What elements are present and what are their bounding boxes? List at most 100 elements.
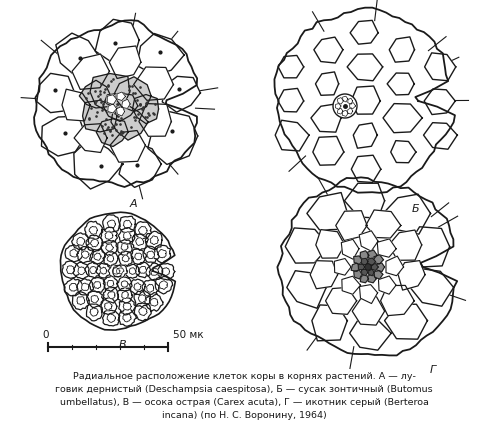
Polygon shape	[287, 271, 326, 309]
Polygon shape	[118, 309, 137, 326]
Polygon shape	[354, 270, 362, 279]
Polygon shape	[118, 251, 133, 266]
Polygon shape	[146, 263, 163, 280]
Polygon shape	[106, 244, 113, 252]
Polygon shape	[117, 93, 125, 101]
Polygon shape	[410, 269, 454, 306]
Polygon shape	[103, 215, 121, 233]
Polygon shape	[148, 112, 198, 165]
Polygon shape	[139, 227, 147, 235]
Polygon shape	[121, 244, 128, 251]
Polygon shape	[311, 105, 341, 133]
Polygon shape	[74, 139, 123, 190]
Polygon shape	[383, 104, 422, 133]
Polygon shape	[381, 286, 414, 316]
Polygon shape	[72, 292, 89, 310]
Polygon shape	[102, 241, 118, 256]
Polygon shape	[359, 231, 378, 252]
Polygon shape	[129, 279, 145, 295]
Polygon shape	[135, 253, 142, 260]
Polygon shape	[337, 109, 343, 115]
Polygon shape	[117, 107, 124, 117]
Polygon shape	[407, 227, 449, 267]
Polygon shape	[147, 251, 155, 259]
Polygon shape	[341, 240, 359, 260]
Polygon shape	[274, 9, 455, 194]
Polygon shape	[351, 156, 381, 183]
Polygon shape	[360, 251, 369, 261]
Polygon shape	[367, 250, 377, 260]
Polygon shape	[424, 123, 457, 150]
Polygon shape	[277, 178, 457, 355]
Polygon shape	[162, 268, 169, 276]
Polygon shape	[368, 270, 374, 276]
Polygon shape	[337, 99, 344, 105]
Polygon shape	[72, 233, 89, 250]
Polygon shape	[377, 240, 396, 258]
Polygon shape	[100, 267, 107, 274]
Polygon shape	[65, 245, 82, 262]
Polygon shape	[86, 291, 103, 308]
Polygon shape	[379, 276, 396, 295]
Polygon shape	[275, 121, 309, 151]
Polygon shape	[72, 55, 109, 90]
Polygon shape	[314, 38, 343, 64]
Polygon shape	[389, 230, 422, 261]
Polygon shape	[315, 73, 339, 96]
Polygon shape	[160, 281, 167, 289]
Polygon shape	[107, 95, 117, 105]
Polygon shape	[391, 141, 416, 163]
Polygon shape	[103, 288, 119, 303]
Polygon shape	[132, 234, 148, 251]
Polygon shape	[144, 293, 163, 312]
Polygon shape	[118, 228, 135, 244]
Polygon shape	[360, 285, 378, 304]
Polygon shape	[278, 89, 304, 113]
Polygon shape	[425, 54, 456, 82]
Polygon shape	[78, 267, 85, 275]
Polygon shape	[366, 210, 401, 239]
Polygon shape	[307, 193, 347, 230]
Circle shape	[333, 95, 357, 119]
Polygon shape	[362, 270, 368, 276]
Polygon shape	[163, 77, 201, 113]
Polygon shape	[103, 252, 118, 266]
Polygon shape	[73, 263, 89, 279]
Polygon shape	[122, 292, 128, 299]
Text: Б: Б	[411, 204, 419, 214]
Polygon shape	[347, 108, 353, 115]
Polygon shape	[347, 55, 383, 82]
Polygon shape	[107, 281, 114, 287]
Polygon shape	[119, 143, 161, 188]
Polygon shape	[94, 282, 101, 289]
Polygon shape	[342, 111, 348, 117]
Polygon shape	[368, 275, 376, 283]
Polygon shape	[90, 250, 105, 264]
Polygon shape	[136, 238, 144, 246]
Polygon shape	[150, 299, 158, 306]
Polygon shape	[353, 124, 377, 149]
Polygon shape	[107, 256, 114, 263]
Polygon shape	[102, 310, 120, 326]
Polygon shape	[108, 265, 123, 277]
Polygon shape	[139, 104, 171, 137]
Text: umbellatus), В — осока острая (Carex acuta), Г — икотник серый (Berteroa: umbellatus), В — осока острая (Carex acu…	[60, 397, 428, 406]
Polygon shape	[86, 304, 102, 321]
Polygon shape	[358, 265, 365, 270]
Polygon shape	[117, 287, 132, 303]
Polygon shape	[105, 232, 113, 240]
Polygon shape	[77, 279, 94, 296]
Polygon shape	[85, 262, 101, 278]
Polygon shape	[89, 278, 105, 293]
Polygon shape	[62, 261, 80, 279]
Polygon shape	[133, 95, 159, 124]
Polygon shape	[142, 280, 159, 297]
Polygon shape	[129, 268, 136, 275]
Polygon shape	[122, 100, 130, 109]
Polygon shape	[368, 259, 375, 266]
Polygon shape	[125, 265, 140, 279]
Polygon shape	[325, 288, 357, 315]
Text: Радиальное расположение клеток коры в корнях растений. А — лу-: Радиальное расположение клеток коры в ко…	[73, 371, 415, 380]
Polygon shape	[135, 222, 152, 240]
Polygon shape	[146, 285, 154, 293]
